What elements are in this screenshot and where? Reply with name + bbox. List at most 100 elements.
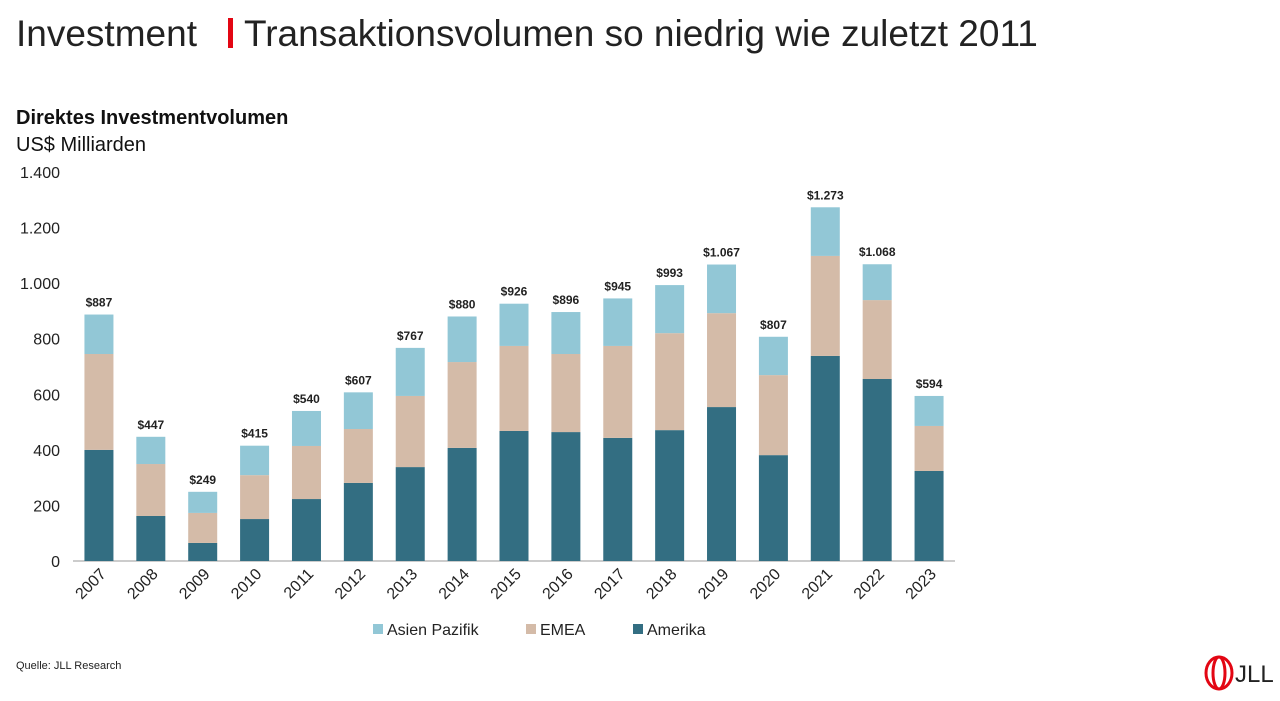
x-tick-label: 2017 [591,566,628,603]
x-tick-label: 2019 [695,566,732,603]
y-tick-label: 400 [33,443,60,460]
total-label: $993 [656,266,683,280]
x-tick-label: 2022 [851,566,888,603]
x-tick-label: 2023 [903,566,940,603]
separator [228,18,233,48]
bar-segment [395,395,425,468]
bar-segment [136,436,166,465]
total-label: $607 [345,373,372,387]
bar-segment [499,430,529,561]
bar-segment [395,347,425,396]
bar-segment [84,353,114,450]
y-tick-label: 1.000 [20,276,60,293]
bar-segment [707,264,737,314]
bar-segment [655,333,685,431]
total-label: $415 [241,427,268,441]
y-tick-label: 200 [33,498,60,515]
logo-mark [1204,655,1234,691]
bar-segment [758,336,788,376]
bar-segment [447,316,477,363]
total-label: $540 [293,392,320,406]
x-tick-label: 2007 [73,566,110,603]
x-tick-label: 2013 [384,566,421,603]
bar-segment [810,355,840,561]
y-tick-label: 600 [33,387,60,404]
total-label: $447 [137,418,164,432]
logo-text: JLL [1235,661,1274,688]
y-tick-label: 1.200 [20,221,60,238]
legend-label: Asien Pazifik [387,622,480,639]
bar-segment [188,512,218,543]
total-label: $249 [189,473,216,487]
bar-segment [84,449,114,561]
x-tick-label: 2015 [488,566,525,603]
x-tick-label: 2020 [747,566,784,603]
bar-segment [655,285,685,334]
bar-segment [136,464,166,516]
bar-segment [136,515,166,561]
legend-swatch [633,624,643,634]
total-label: $1.067 [703,246,740,260]
total-label: $807 [760,318,787,332]
bar-segment [758,375,788,456]
bar-segment [188,491,218,513]
bar-segment [240,519,270,561]
x-tick-label: 2009 [176,566,213,603]
chart-title: Direktes Investmentvolumen [16,107,288,129]
legend-swatch [373,624,383,634]
bar-segment [862,300,892,380]
x-tick-label: 2016 [540,566,577,603]
total-label: $926 [501,285,528,299]
total-label: $1.068 [859,245,896,259]
bar-segment [499,303,529,346]
total-label: $767 [397,329,424,343]
y-tick-label: 0 [51,554,60,571]
logo-mark [1211,655,1227,691]
bar-segment [240,475,270,520]
bar-segment [862,264,892,301]
x-tick-label: 2008 [124,566,161,603]
source: Quelle: JLL Research [16,660,121,672]
bar-segment [291,499,321,561]
total-label: $880 [449,297,476,311]
headline: Investment [16,13,198,54]
bar-segment [84,314,114,354]
bar-segment [603,345,633,438]
total-label: $887 [86,296,113,310]
x-tick-label: 2021 [799,566,836,603]
bar-segment [603,437,633,561]
bar-segment [551,312,581,354]
bar-segment [188,542,218,561]
total-label: $896 [553,293,580,307]
bar-segment [655,430,685,561]
bar-segment [447,447,477,561]
total-label: $594 [916,377,943,391]
bar-segment [291,410,321,446]
headline: Transaktionsvolumen so niedrig wie zulet… [244,13,1038,54]
bar-segment [810,207,840,256]
bar-segment [343,482,373,561]
x-tick-label: 2018 [643,566,680,603]
x-tick-label: 2010 [228,566,265,603]
bar-segment [862,379,892,561]
bar-segment [914,470,944,561]
chart-subtitle: US$ Milliarden [16,134,146,156]
bar-segment [291,445,321,500]
bar-segment [551,432,581,561]
legend-label: Amerika [647,622,706,639]
total-label: $945 [604,279,631,293]
y-tick-label: 800 [33,332,60,349]
x-tick-label: 2011 [281,566,317,602]
bar-segment [603,298,633,346]
x-tick-label: 2012 [332,566,369,603]
x-tick-label: 2014 [436,566,473,603]
bar-segment [707,407,737,561]
bar-segment [343,429,373,483]
logo: JLL [1204,655,1274,691]
bar-segment [914,395,944,426]
total-label: $1.273 [807,188,844,202]
bar-segment [343,392,373,430]
bar-segment [758,455,788,561]
